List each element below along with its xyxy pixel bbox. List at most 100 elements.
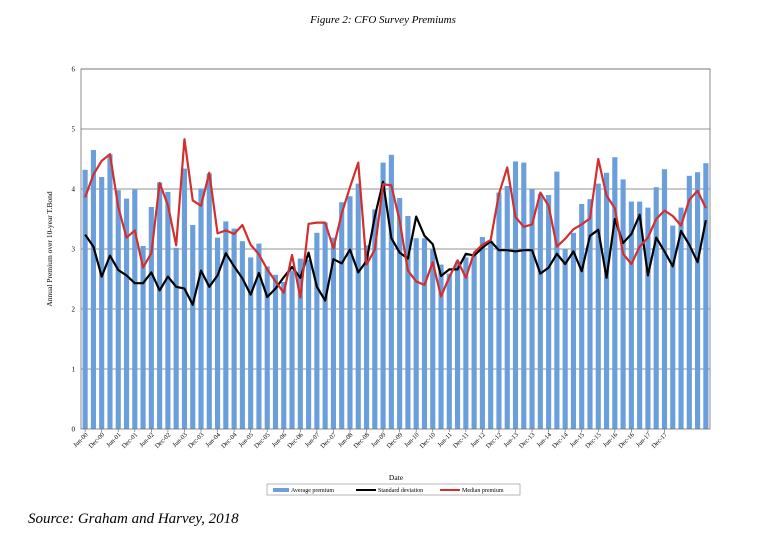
x-tick-label: Jun-10	[403, 431, 420, 448]
x-tick-label: Jun-09	[370, 431, 387, 448]
bar-average-premium	[488, 240, 494, 429]
bar-average-premium	[421, 238, 428, 429]
legend-label-stddev: Standard deviation	[378, 488, 423, 494]
bar-average-premium	[99, 177, 105, 429]
legend-swatch-average	[273, 488, 289, 492]
x-tick-label: Jun-01	[105, 431, 122, 448]
bar-average-premium	[248, 257, 254, 429]
bar-average-premium	[190, 225, 196, 429]
x-tick-label: Jun-02	[138, 431, 155, 448]
x-tick-label: Dec-01	[121, 431, 139, 449]
bar-average-premium	[579, 204, 585, 429]
bar-average-premium	[115, 190, 121, 429]
legend-label-average: Average premium	[291, 488, 334, 494]
bar-average-premium	[140, 246, 146, 429]
plot-frame	[80, 68, 711, 430]
x-axis-label: Date	[389, 473, 404, 482]
x-tick-label: Dec-07	[319, 431, 338, 450]
bar-average-premium	[430, 249, 436, 429]
x-tick-label: Dec-16	[617, 431, 636, 450]
bar-average-premium	[405, 216, 411, 429]
bar-average-premium	[413, 238, 419, 429]
x-tick-label: Dec-06	[286, 431, 305, 450]
bar-average-premium	[661, 169, 668, 429]
bar-average-premium	[223, 221, 229, 429]
bar-average-premium	[306, 259, 312, 429]
x-tick-label: Jun-05	[238, 431, 255, 448]
bar-average-premium	[397, 198, 403, 429]
bar-average-premium	[670, 225, 676, 429]
figure-title: Figure 2: CFO Survey Premiums	[310, 14, 456, 26]
bar-average-premium	[256, 243, 262, 429]
x-tick-label: Dec-00	[88, 431, 106, 449]
legend-label-median: Median premium	[462, 488, 504, 494]
x-tick-label: Jun-06	[271, 431, 289, 449]
bar-average-premium	[678, 207, 684, 429]
bar-average-premium	[537, 193, 543, 429]
x-tick-label: Jun-15	[569, 431, 586, 448]
x-tick-label: Dec-13	[518, 431, 536, 449]
bar-average-premium	[628, 201, 634, 429]
x-tick-label: Dec-08	[352, 431, 370, 449]
bar-average-premium	[703, 163, 709, 429]
bar-average-premium	[479, 237, 485, 429]
bar-series	[82, 150, 709, 430]
x-tick-label: Jun-08	[337, 431, 354, 448]
bar-average-premium	[512, 161, 519, 429]
bar-average-premium	[281, 282, 287, 429]
bar-average-premium	[347, 196, 353, 429]
y-tick-label: 4	[72, 186, 76, 194]
bar-average-premium	[529, 189, 535, 429]
y-tick-label: 6	[72, 66, 76, 74]
bar-average-premium	[438, 264, 444, 429]
bar-average-premium	[198, 188, 204, 429]
bar-average-premium	[504, 186, 510, 429]
bar-average-premium	[214, 237, 221, 429]
line-series	[84, 138, 707, 306]
bar-average-premium	[521, 162, 527, 429]
bar-average-premium	[612, 157, 618, 429]
y-tick-label: 2	[72, 306, 76, 314]
bar-average-premium	[446, 273, 452, 429]
bar-average-premium	[206, 173, 212, 429]
bar-average-premium	[264, 266, 270, 429]
x-tick-label: Dec-12	[485, 431, 503, 449]
x-tick-label: Jun-12	[469, 431, 486, 448]
x-tick-label: Jun-04	[205, 431, 223, 449]
bar-average-premium	[463, 257, 469, 429]
x-tick-label: Jun-03	[171, 431, 188, 448]
bar-average-premium	[90, 150, 96, 429]
x-tick-label: Dec-15	[584, 431, 602, 449]
bar-average-premium	[339, 202, 345, 429]
bar-average-premium	[355, 183, 361, 429]
bar-average-premium	[455, 261, 461, 429]
bar-average-premium	[595, 183, 601, 429]
bar-average-premium	[372, 209, 378, 429]
x-tick-label: Jun-16	[602, 431, 620, 449]
x-tick-label: Dec-11	[452, 431, 470, 449]
bar-average-premium	[239, 241, 245, 429]
bar-average-premium	[289, 270, 295, 429]
x-tick-label: Dec-04	[220, 431, 239, 450]
bar-average-premium	[181, 168, 188, 429]
bar-average-premium	[132, 189, 138, 429]
x-tick-label: Dec-14	[551, 431, 570, 450]
y-axis-label: Annual Premium over 10-year T.Bond	[45, 191, 54, 307]
bar-average-premium	[322, 222, 328, 429]
bar-average-premium	[380, 162, 386, 429]
bar-average-premium	[686, 175, 692, 429]
bar-average-premium	[157, 182, 163, 429]
x-tick-label: Dec-09	[386, 431, 404, 449]
bar-average-premium	[123, 198, 130, 429]
bar-average-premium	[496, 192, 502, 429]
bar-average-premium	[570, 232, 577, 429]
bar-average-premium	[82, 169, 88, 430]
x-tick-label: Dec-05	[253, 431, 271, 449]
x-tick-label: Jun-17	[635, 431, 653, 449]
legend-box	[266, 483, 521, 496]
x-tick-label: Dec-02	[154, 431, 172, 449]
bar-average-premium	[653, 187, 659, 429]
x-tick-label: Jun-14	[536, 431, 554, 449]
